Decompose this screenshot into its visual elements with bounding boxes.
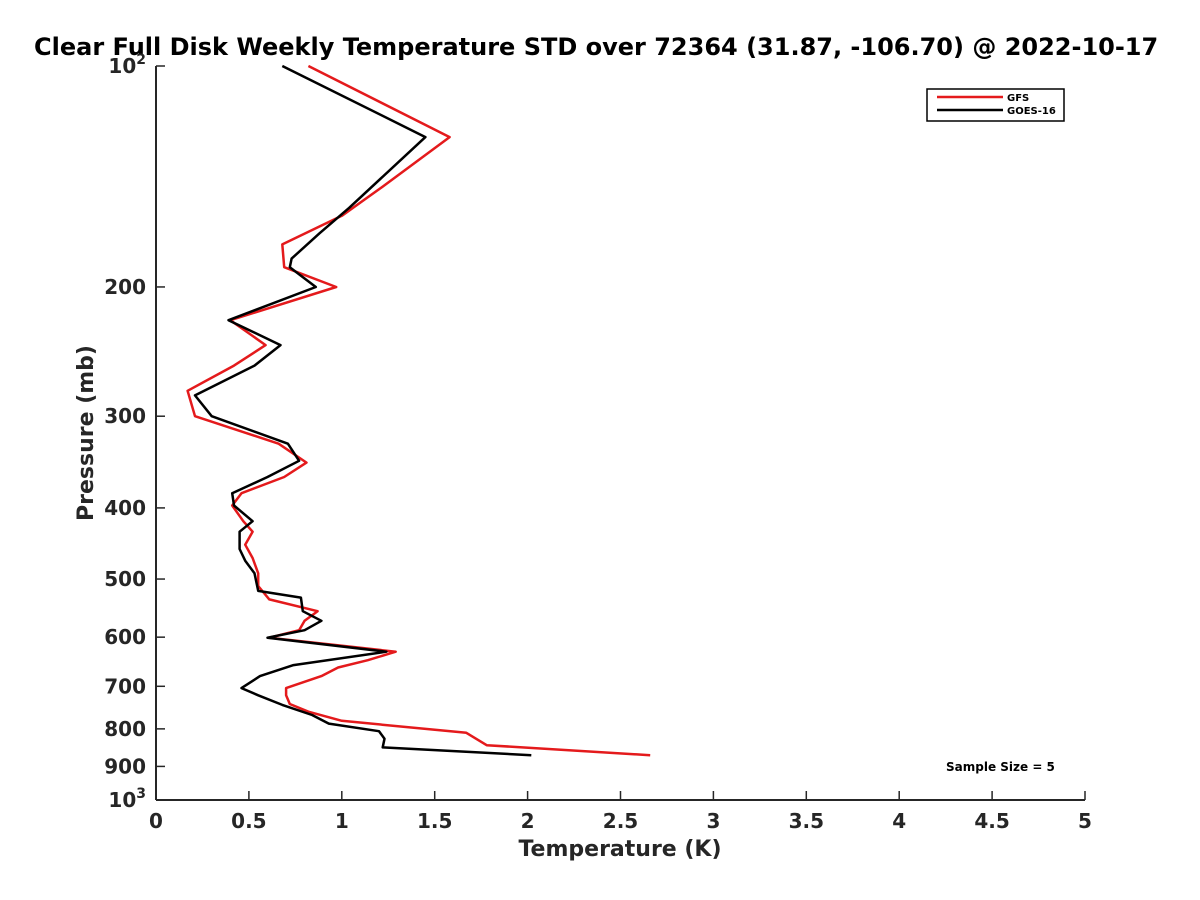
- legend[interactable]: GFS GOES-16: [926, 88, 1065, 122]
- x-tick-label: 4.5: [974, 809, 1009, 833]
- series-layer: [186, 64, 651, 757]
- x-axis-ticks: 0 0.5 1 1.5 2 2.5 3 3.5 4 4.5 5: [149, 791, 1092, 833]
- chart-title: Clear Full Disk Weekly Temperature STD o…: [34, 33, 1158, 61]
- x-tick-label: 5: [1078, 809, 1092, 833]
- x-tick-label: 0: [149, 809, 163, 833]
- y-tick-label: 900: [104, 754, 146, 778]
- x-tick-label: 1: [335, 809, 349, 833]
- x-tick-label: 0.5: [231, 809, 266, 833]
- x-tick-label: 2: [521, 809, 535, 833]
- y-tick-label: 600: [104, 625, 146, 649]
- sample-size-annotation: Sample Size = 5: [946, 760, 1055, 774]
- series-line-gfs: [186, 64, 651, 757]
- y-tick-label: 300: [104, 404, 146, 428]
- y-tick-label: 700: [104, 674, 146, 698]
- x-tick-label: 3.5: [789, 809, 824, 833]
- y-tick-label: 800: [104, 717, 146, 741]
- x-axis-label: Temperature (K): [518, 837, 721, 862]
- y-tick-label: 200: [104, 275, 146, 299]
- y-tick-label: 500: [104, 567, 146, 591]
- legend-label-goes-16: GOES-16: [1007, 106, 1056, 117]
- x-tick-label: 2.5: [603, 809, 638, 833]
- x-tick-label: 4: [892, 809, 906, 833]
- y-tick-label: 102: [108, 52, 146, 78]
- y-axis-ticks: 102 200 300 400 500 600 700 800 900 103: [104, 52, 165, 812]
- legend-label-gfs: GFS: [1007, 93, 1029, 104]
- series-line-goes-16: [193, 64, 532, 757]
- y-axis-label: Pressure (mb): [74, 345, 99, 521]
- plot-area: 0 0.5 1 1.5 2 2.5 3 3.5 4 4.5 5 102 200 300 400 500 600…: [104, 52, 1092, 833]
- x-tick-label: 3: [706, 809, 720, 833]
- y-tick-label: 400: [104, 496, 146, 520]
- y-tick-label: 103: [108, 786, 146, 812]
- x-tick-label: 1.5: [417, 809, 452, 833]
- legend-box: [926, 88, 1065, 122]
